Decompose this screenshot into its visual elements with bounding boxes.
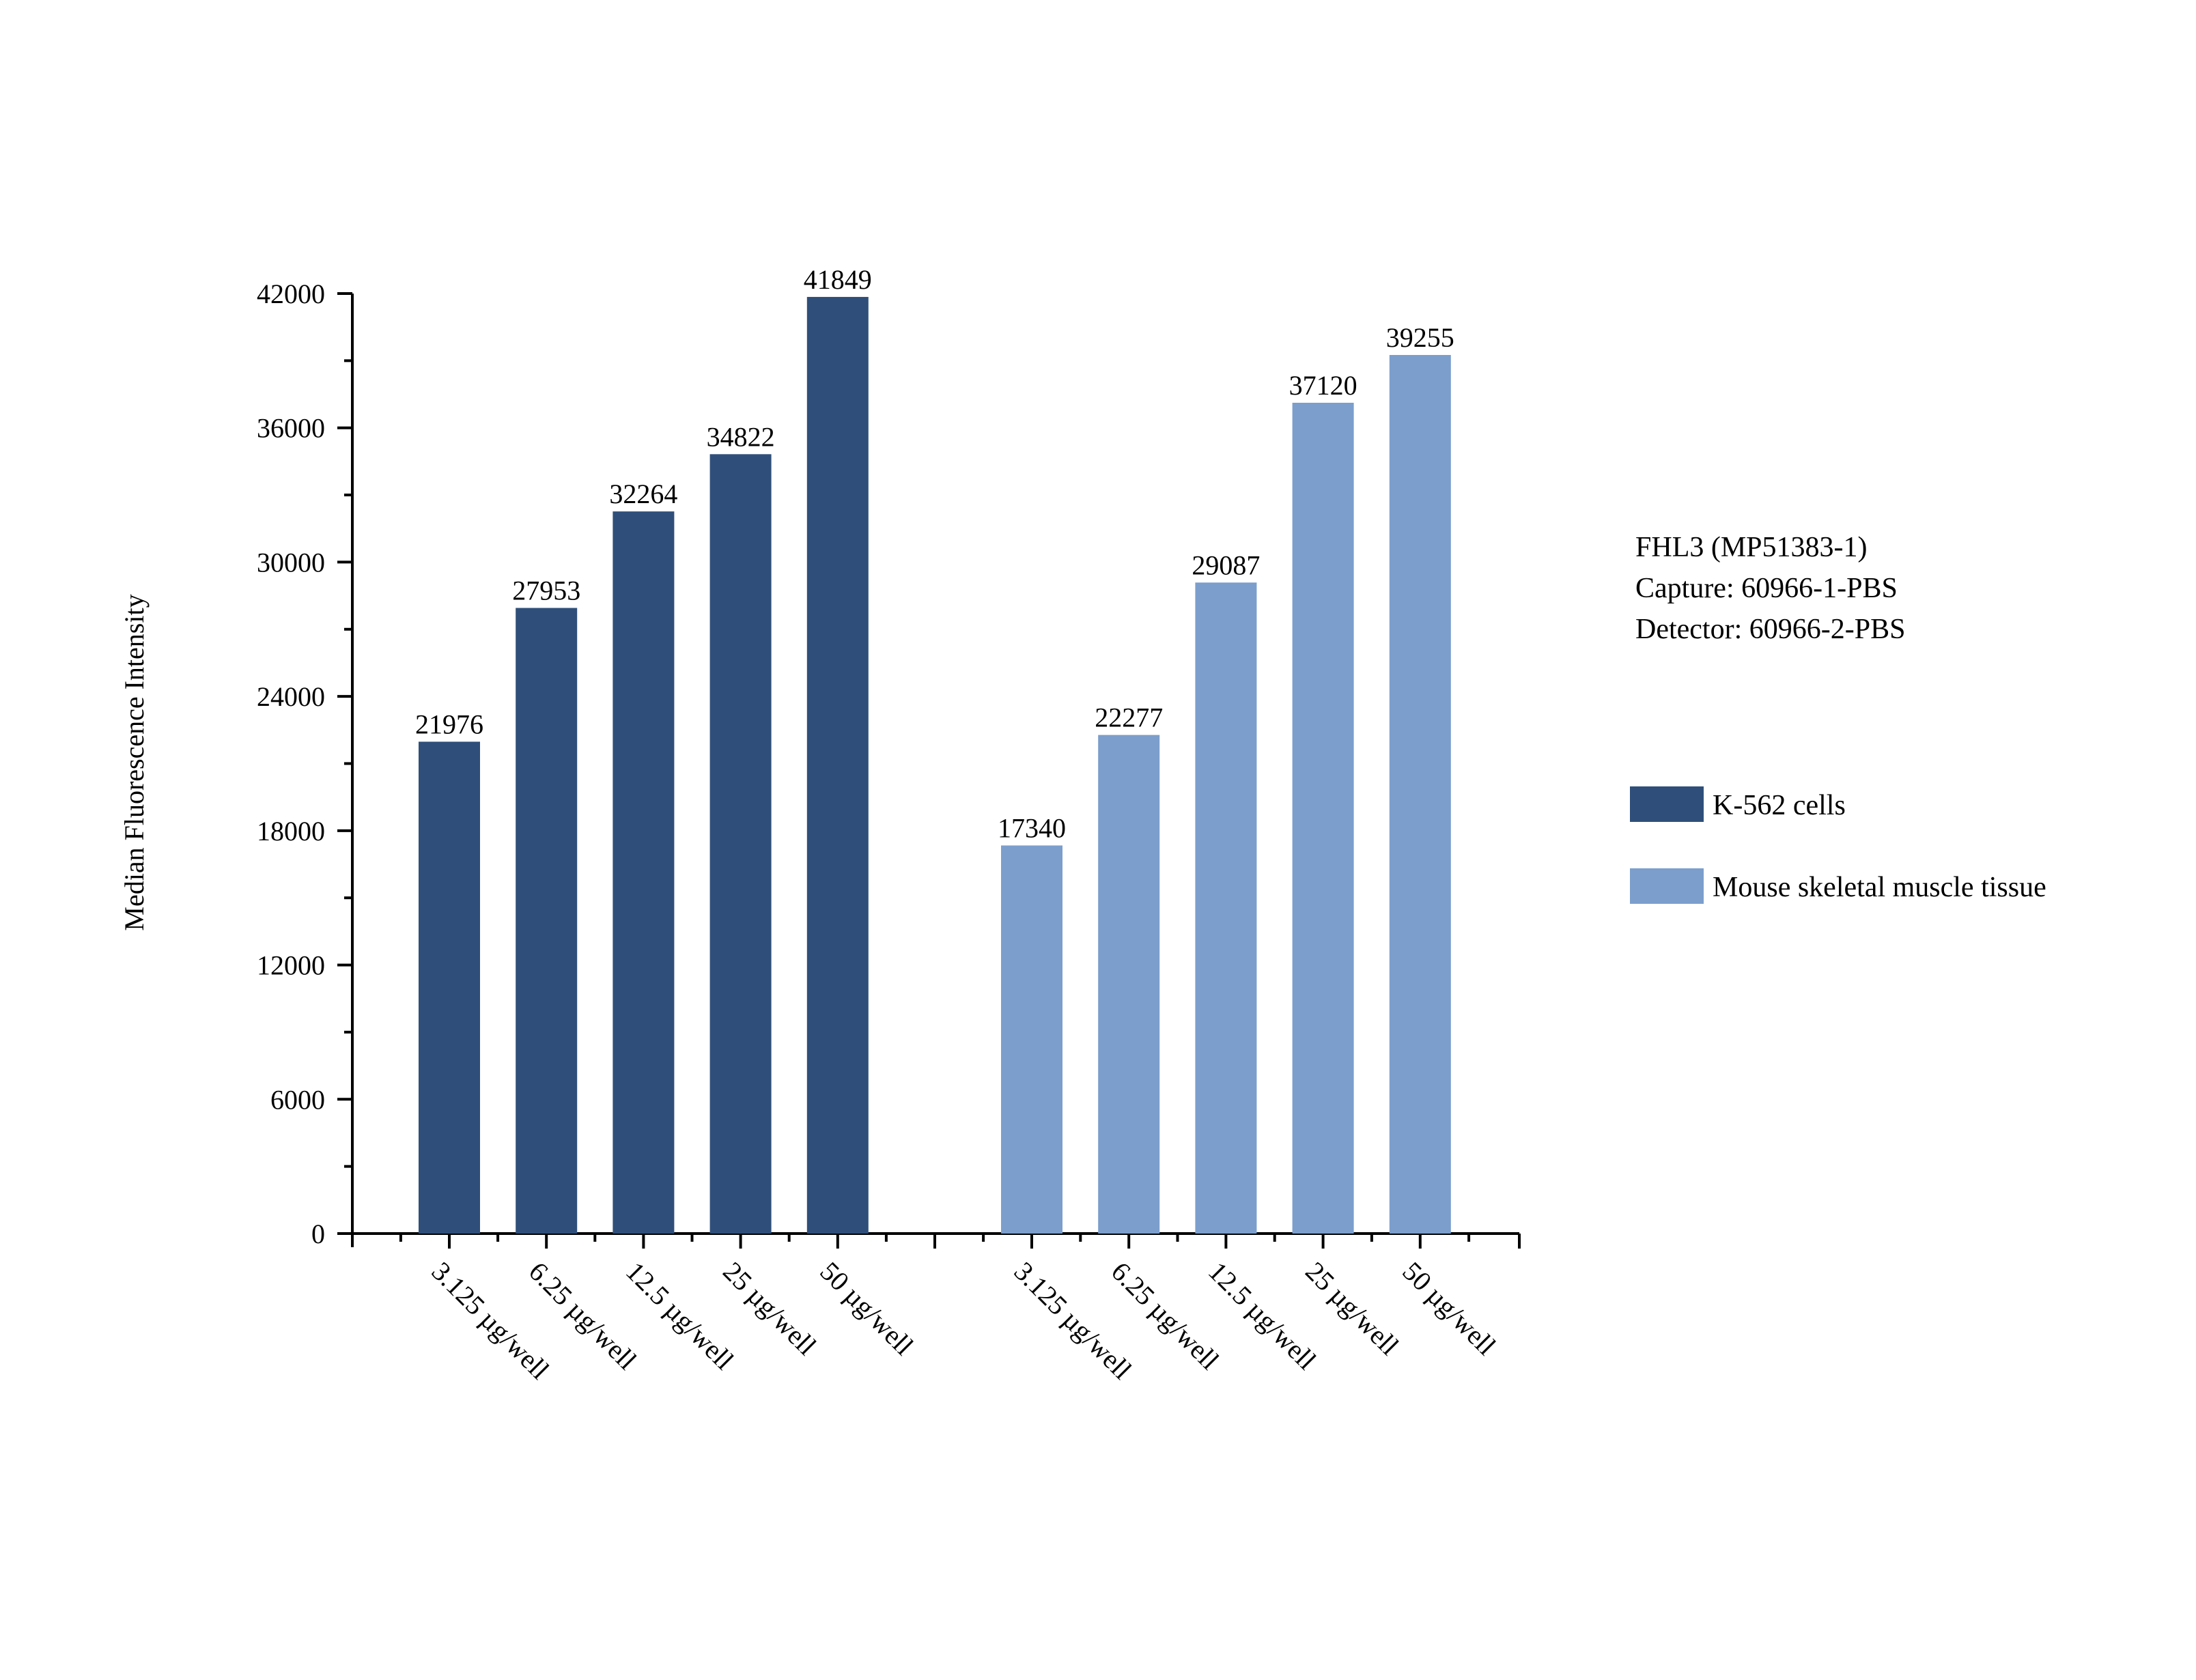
bar [419, 741, 480, 1234]
x-axis [351, 1232, 1521, 1249]
y-axis: 0 6000 12000 18000 24000 30000 36000 42000 [257, 279, 354, 1249]
bar [709, 454, 772, 1234]
data-label: 41849 [804, 264, 872, 295]
y-tick-label: 6000 [270, 1084, 325, 1115]
annotation-line-3: Detector: 60966-2-PBS [1635, 614, 1905, 645]
data-label: 34822 [707, 421, 775, 452]
y-tick-label: 0 [311, 1219, 325, 1249]
annotation-block: FHL3 (MP51383-1) Capture: 60966-1-PBS De… [1635, 532, 1905, 645]
legend-label-mouse-muscle: Mouse skeletal muscle tissue [1713, 872, 2046, 903]
category-label: 25 µg/well [1299, 1256, 1405, 1361]
annotation-line-2: Capture: 60966-1-PBS [1635, 573, 1898, 604]
bar [806, 296, 869, 1234]
legend-swatch-mouse-muscle [1630, 868, 1704, 904]
y-tick-label: 42000 [257, 279, 325, 309]
data-labels: 21976 27953 32264 34822 41849 17340 22277 29087… [415, 264, 1454, 844]
data-label: 21976 [415, 709, 483, 740]
legend-swatch-k562 [1630, 786, 1704, 822]
bar [1001, 845, 1062, 1234]
category-label: 25 µg/well [717, 1256, 822, 1361]
bar [1292, 402, 1354, 1234]
bar [613, 511, 675, 1234]
annotation-line-1: FHL3 (MP51383-1) [1635, 532, 1868, 563]
data-label: 27953 [512, 575, 580, 606]
bar [1389, 354, 1451, 1234]
bar [516, 608, 578, 1234]
y-tick-label: 36000 [257, 413, 325, 444]
category-label: 50 µg/well [1396, 1256, 1502, 1361]
legend: K-562 cells Mouse skeletal muscle tissue [1630, 786, 2046, 904]
y-axis-title: Median Fluorescence Intensity [119, 594, 150, 930]
data-label: 22277 [1095, 702, 1163, 733]
data-label: 29087 [1192, 550, 1260, 580]
y-tick-label: 30000 [257, 547, 325, 578]
y-tick-label: 18000 [257, 816, 325, 846]
bars [419, 296, 1451, 1234]
data-label: 37120 [1289, 370, 1357, 401]
data-label: 17340 [998, 812, 1066, 843]
y-tick-label: 12000 [257, 950, 325, 981]
legend-label-k562: K-562 cells [1713, 790, 1846, 821]
bar [1098, 735, 1160, 1234]
data-label: 32264 [609, 479, 677, 509]
category-label: 50 µg/well [814, 1256, 919, 1361]
data-label: 39255 [1386, 322, 1454, 353]
y-tick-label: 24000 [257, 681, 325, 712]
bar [1195, 582, 1257, 1234]
